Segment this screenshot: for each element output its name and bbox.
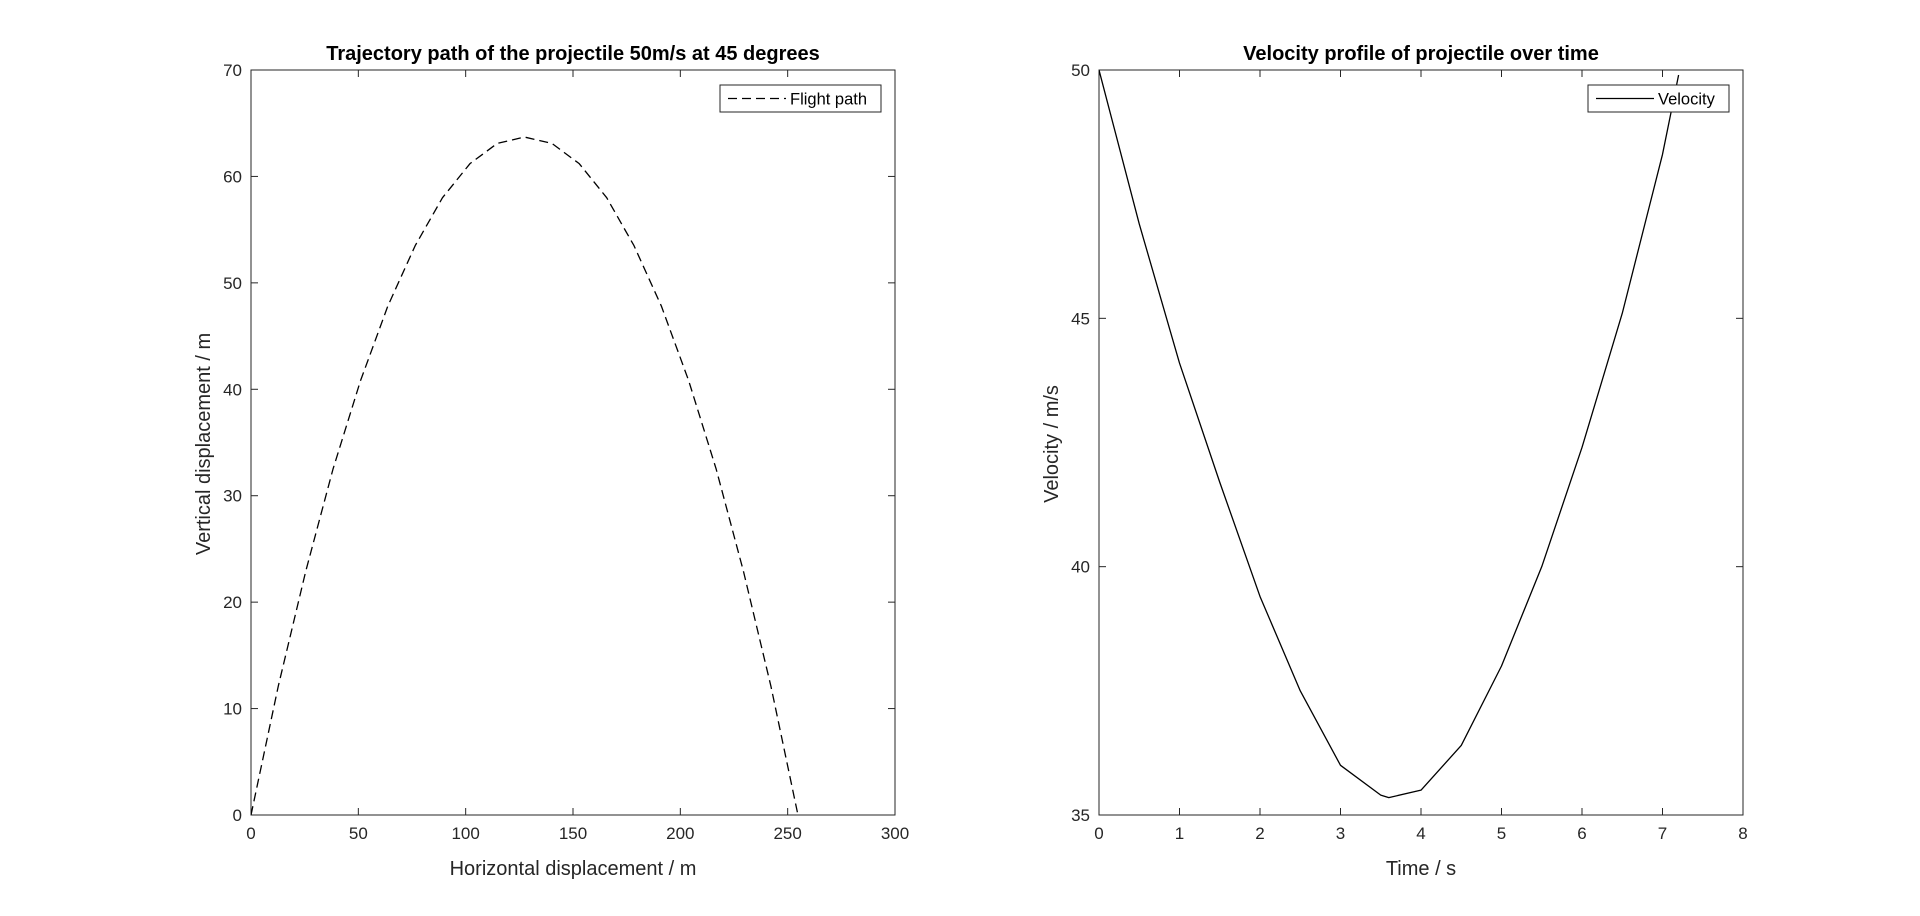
y-tick-label: 10 [223,700,242,719]
x-tick-label: 100 [451,824,479,843]
x-tick-label: 250 [773,824,801,843]
legend-label: Velocity [1658,91,1716,109]
chart-title: Trajectory path of the projectile 50m/s … [326,43,820,65]
x-tick-label: 0 [1094,824,1103,843]
legend-label: Flight path [790,91,867,109]
chart-title: Velocity profile of projectile over time [1243,43,1599,65]
y-tick-label: 50 [1071,61,1090,80]
x-tick-label: 150 [559,824,587,843]
y-tick-label: 20 [223,593,242,612]
x-tick-label: 1 [1175,824,1184,843]
x-tick-label: 8 [1738,824,1747,843]
legend: Velocity [1587,84,1730,113]
x-axis-label: Time / s [1386,858,1456,880]
velocity-chart: Velocity profile of projectile over time… [1041,43,1748,880]
trajectory-chart: Trajectory path of the projectile 50m/s … [193,43,909,880]
x-tick-label: 6 [1577,824,1586,843]
x-axis-label: Horizontal displacement / m [450,858,697,880]
y-tick-label: 50 [223,274,242,293]
series-line [1099,70,1680,799]
x-tick-label: 300 [881,824,909,843]
y-tick-label: 0 [233,806,242,825]
y-axis-label: Vertical displacement / m [193,333,215,555]
x-tick-label: 5 [1497,824,1506,843]
x-tick-label: 200 [666,824,694,843]
y-tick-label: 40 [1071,558,1090,577]
axes-frame [1098,69,1744,816]
x-tick-label: 0 [246,824,255,843]
y-tick-label: 40 [223,380,242,399]
y-axis-label: Velocity / m/s [1041,385,1063,503]
y-tick-label: 35 [1071,806,1090,825]
y-tick-label: 30 [223,487,242,506]
x-tick-label: 3 [1336,824,1345,843]
y-tick-label: 70 [223,61,242,80]
x-tick-label: 50 [349,824,368,843]
y-tick-label: 60 [223,167,242,186]
series-line [251,136,799,815]
axes-frame [250,69,896,816]
legend: Flight path [719,84,882,113]
y-tick-label: 45 [1071,309,1090,328]
x-tick-label: 7 [1658,824,1667,843]
x-tick-label: 2 [1255,824,1264,843]
x-tick-label: 4 [1416,824,1425,843]
